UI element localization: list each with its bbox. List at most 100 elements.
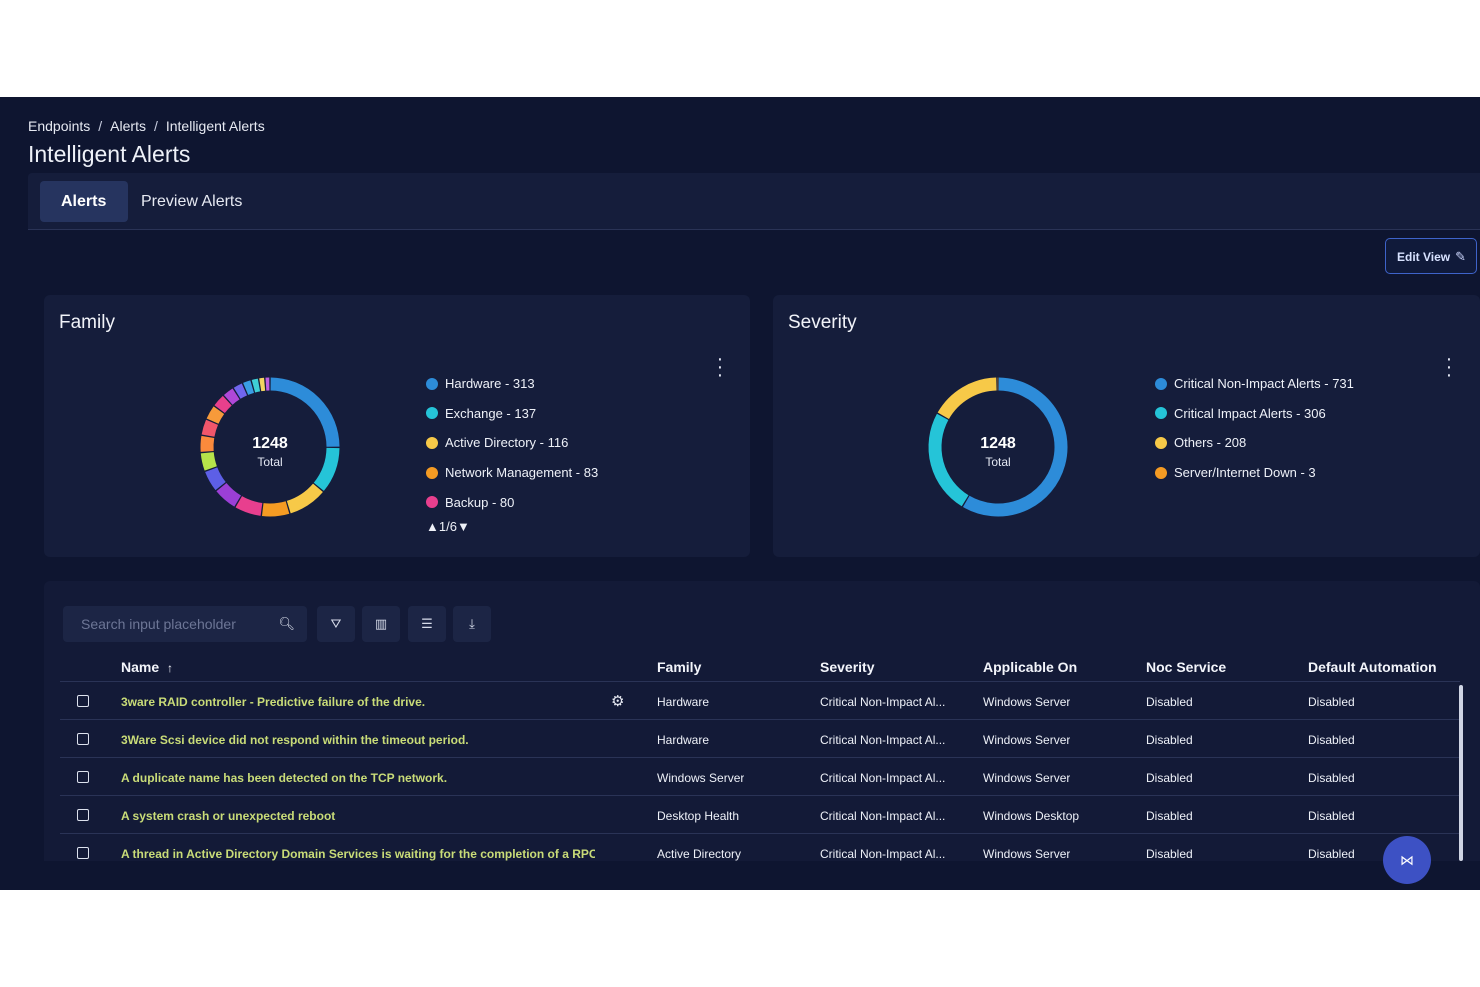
- row-checkbox[interactable]: [77, 695, 89, 707]
- row-name[interactable]: A duplicate name has been detected on th…: [121, 771, 448, 785]
- breadcrumb-endpoints[interactable]: Endpoints: [28, 118, 91, 134]
- legend-dot: [1155, 377, 1167, 390]
- legend-item-critical-non-impact[interactable]: Critical Non-Impact Alerts - 731: [1155, 369, 1354, 399]
- legend-dot: [1155, 436, 1167, 449]
- table-header: Name ↑ Family Severity Applicable On Noc…: [44, 653, 1464, 681]
- filter-icon: ⛛: [330, 616, 342, 631]
- assistant-icon: ⋈: [1400, 852, 1414, 868]
- legend-item-backup[interactable]: Backup - 80: [426, 487, 598, 517]
- table-row[interactable]: A duplicate name has been detected on th…: [60, 757, 1460, 796]
- row-family: Hardware: [657, 695, 710, 709]
- family-donut-segment-14[interactable]: [243, 380, 255, 395]
- family-donut-segment-13[interactable]: [233, 383, 248, 399]
- family-donut-segment-16[interactable]: [259, 377, 266, 392]
- row-applicable-on: Windows Server: [983, 695, 1071, 709]
- column-header-name[interactable]: Name ↑: [121, 659, 173, 675]
- row-severity: Critical Non-Impact Al...: [820, 809, 946, 823]
- row-name[interactable]: A system crash or unexpected reboot: [121, 809, 336, 823]
- pager-up-icon[interactable]: ▲: [426, 518, 439, 534]
- sort-ascending-icon[interactable]: ↑: [167, 661, 174, 675]
- legend-item-exchange[interactable]: Exchange - 137: [426, 399, 598, 429]
- severity-donut-segment-0[interactable]: [962, 377, 1068, 517]
- family-donut-segment-5[interactable]: [216, 482, 242, 507]
- legend-item-critical-impact[interactable]: Critical Impact Alerts - 306: [1155, 399, 1354, 429]
- table-row[interactable]: A system crash or unexpected reboot Desk…: [60, 795, 1460, 834]
- table-row[interactable]: 3Ware Scsi device did not respond within…: [60, 719, 1460, 758]
- row-name[interactable]: 3ware RAID controller - Predictive failu…: [121, 695, 426, 709]
- family-donut-chart: 1248 Total: [196, 373, 344, 521]
- tab-alerts[interactable]: Alerts: [40, 181, 128, 222]
- more-options-icon[interactable]: · · ·: [1445, 348, 1453, 386]
- legend-label: Critical Non-Impact Alerts - 731: [1174, 376, 1354, 392]
- family-donut-segment-15[interactable]: [251, 378, 261, 393]
- family-donut-segment-12[interactable]: [223, 388, 240, 405]
- row-checkbox[interactable]: [77, 847, 89, 859]
- legend-item-network-management[interactable]: Network Management - 83: [426, 458, 598, 488]
- family-donut-segment-0[interactable]: [270, 377, 340, 447]
- family-donut-segment-6[interactable]: [205, 467, 226, 491]
- table-row[interactable]: A thread in Active Directory Domain Serv…: [60, 833, 1460, 861]
- row-name[interactable]: 3Ware Scsi device did not respond within…: [121, 733, 469, 747]
- family-total-value: 1248: [252, 435, 288, 452]
- family-donut-segment-1[interactable]: [313, 447, 340, 491]
- columns-icon: ▥: [374, 616, 388, 631]
- legend-dot: [426, 496, 438, 509]
- legend-item-others[interactable]: Others - 208: [1155, 428, 1354, 458]
- breadcrumb: Endpoints / Alerts / Intelligent Alerts: [28, 118, 265, 134]
- breadcrumb-alerts[interactable]: Alerts: [110, 118, 146, 134]
- alerts-grid: Search input placeholder 🔍︎ ⛛ ▥ ☰ ⤓ Name…: [44, 581, 1480, 861]
- severity-total-value: 1248: [980, 435, 1016, 452]
- search-icon: 🔍︎: [278, 616, 295, 631]
- family-donut-segment-7[interactable]: [200, 451, 217, 471]
- row-checkbox[interactable]: [77, 809, 89, 821]
- family-donut-segment-2[interactable]: [286, 483, 323, 514]
- row-family: Desktop Health: [657, 809, 740, 823]
- legend-pager: ▲1/6▼: [426, 519, 598, 534]
- export-button[interactable]: ⤓: [453, 606, 491, 642]
- edit-view-button[interactable]: Edit View ✎: [1385, 238, 1477, 274]
- family-donut-segment-8[interactable]: [200, 435, 215, 452]
- column-header-default-automation[interactable]: Default Automation: [1308, 659, 1437, 675]
- more-options-icon[interactable]: · · ·: [716, 348, 724, 386]
- edit-view-label: Edit View: [1397, 250, 1451, 264]
- row-name[interactable]: A thread in Active Directory Domain Serv…: [121, 847, 595, 861]
- row-checkbox[interactable]: [77, 733, 89, 745]
- family-donut-segment-9[interactable]: [201, 419, 219, 437]
- legend-item-server-internet-down[interactable]: Server/Internet Down - 3: [1155, 458, 1354, 488]
- pager-down-icon[interactable]: ▼: [456, 518, 470, 534]
- legend-dot: [426, 436, 438, 449]
- family-donut-segment-11[interactable]: [214, 395, 232, 414]
- column-header-noc-service[interactable]: Noc Service: [1146, 659, 1227, 675]
- search-input[interactable]: Search input placeholder 🔍︎: [63, 606, 307, 642]
- family-donut-segment-10[interactable]: [206, 406, 225, 424]
- column-header-family[interactable]: Family: [657, 659, 702, 675]
- family-donut-segment-4[interactable]: [235, 495, 263, 516]
- row-noc-service: Disabled: [1146, 809, 1193, 823]
- family-donut-segment-3[interactable]: [261, 501, 290, 517]
- row-family: Active Directory: [657, 847, 742, 861]
- severity-card-title: Severity: [788, 312, 857, 333]
- family-donut-svg: [200, 377, 340, 517]
- legend-dot: [1155, 407, 1167, 420]
- tab-preview-alerts[interactable]: Preview Alerts: [141, 193, 243, 210]
- legend-item-active-directory[interactable]: Active Directory - 116: [426, 428, 598, 458]
- column-header-applicable-on[interactable]: Applicable On: [983, 659, 1078, 675]
- filter-button[interactable]: ⛛: [317, 606, 355, 642]
- gear-icon[interactable]: ⚙: [611, 693, 625, 710]
- assistant-fab-button[interactable]: ⋈: [1383, 836, 1431, 884]
- legend-label: Critical Impact Alerts - 306: [1174, 405, 1326, 421]
- table-row[interactable]: 3ware RAID controller - Predictive failu…: [60, 681, 1460, 720]
- columns-button[interactable]: ▥: [362, 606, 400, 642]
- pencil-icon: ✎: [1455, 249, 1466, 264]
- legend-dot: [426, 466, 438, 479]
- legend-label: Others - 208: [1174, 435, 1247, 451]
- row-checkbox[interactable]: [77, 771, 89, 783]
- column-header-severity[interactable]: Severity: [820, 659, 875, 675]
- severity-donut-segment-2[interactable]: [937, 377, 997, 420]
- table-scrollbar[interactable]: [1459, 685, 1463, 861]
- row-noc-service: Disabled: [1146, 847, 1193, 861]
- row-family: Hardware: [657, 733, 710, 747]
- density-button[interactable]: ☰: [408, 606, 446, 642]
- severity-donut-segment-1[interactable]: [928, 413, 969, 507]
- legend-item-hardware[interactable]: Hardware - 313: [426, 369, 598, 399]
